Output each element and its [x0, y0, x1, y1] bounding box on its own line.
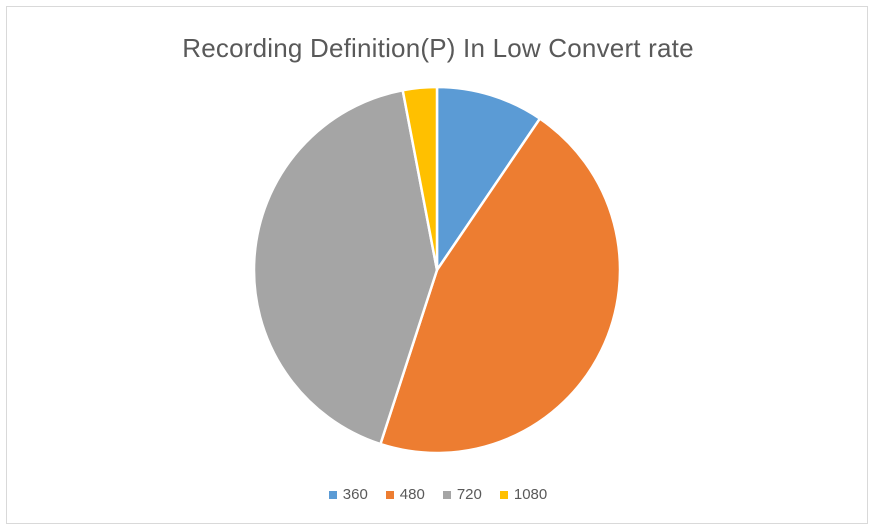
- legend-swatch-720: [442, 490, 451, 499]
- pie-slice-1080: [401, 85, 439, 272]
- legend-swatch-360: [328, 490, 337, 499]
- legend-swatch-1080: [499, 490, 508, 499]
- chart-legend: 360 480 720 1080: [7, 486, 869, 503]
- legend-swatch-480: [385, 490, 394, 499]
- legend-item-720: 720: [442, 486, 482, 503]
- pie-slice-480: [379, 117, 622, 455]
- legend-item-360: 360: [328, 486, 368, 503]
- pie-chart: [252, 85, 622, 455]
- legend-label-480: 480: [399, 486, 425, 503]
- legend-label-360: 360: [342, 486, 368, 503]
- legend-item-1080: 1080: [499, 486, 548, 503]
- pie-slice-360: [435, 85, 542, 272]
- legend-label-1080: 1080: [513, 486, 548, 503]
- pie-slice-720: [252, 88, 439, 446]
- legend-item-480: 480: [385, 486, 425, 503]
- chart-area: Recording Definition(P) In Low Convert r…: [6, 6, 868, 524]
- chart-title: Recording Definition(P) In Low Convert r…: [182, 33, 694, 63]
- legend-label-720: 720: [456, 486, 482, 503]
